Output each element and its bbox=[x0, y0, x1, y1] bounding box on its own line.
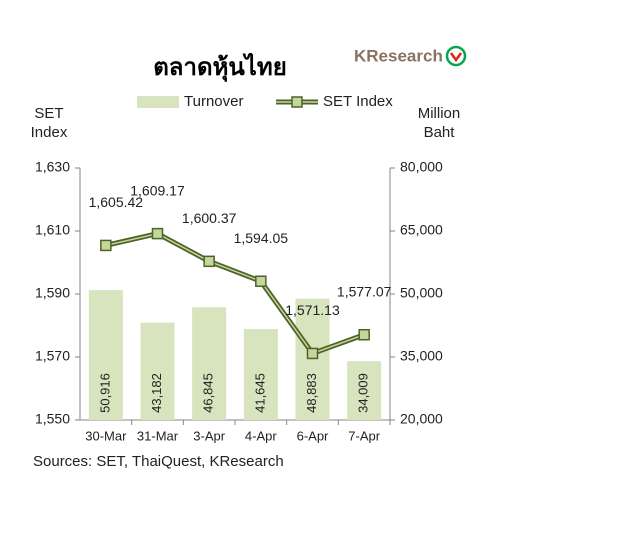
y2-tick-label: 35,000 bbox=[400, 348, 443, 364]
bar bbox=[88, 290, 123, 420]
line-value-label: 1,600.37 bbox=[182, 210, 237, 226]
x-tick-label: 31-Mar bbox=[137, 428, 179, 443]
bar-value-label: 43,182 bbox=[149, 373, 164, 413]
bar-value-label: 50,916 bbox=[97, 373, 112, 413]
chart-title: ตลาดหุ้นไทย bbox=[153, 52, 287, 83]
line-value-label: 1,605.42 bbox=[89, 194, 144, 210]
bar bbox=[192, 307, 227, 420]
legend-swatch bbox=[137, 96, 179, 108]
y-axis-label: SET Index bbox=[30, 105, 68, 141]
bar-value-label: 48,883 bbox=[304, 373, 319, 413]
line-marker bbox=[151, 227, 164, 240]
bar-value-label: 41,645 bbox=[252, 373, 267, 413]
line-value-label: 1,609.17 bbox=[130, 182, 185, 198]
line-value-label: 1,577.07 bbox=[337, 283, 392, 299]
legend-label: Turnover bbox=[184, 93, 243, 110]
bar bbox=[347, 361, 382, 420]
line-marker bbox=[358, 328, 370, 341]
bar bbox=[140, 322, 175, 420]
brand-icon bbox=[445, 45, 467, 67]
y-tick-label: 1,630 bbox=[35, 159, 70, 175]
line-marker bbox=[306, 347, 319, 360]
x-tick-label: 4-Apr bbox=[245, 428, 277, 443]
bar-value-label: 34,009 bbox=[356, 373, 371, 413]
legend-label: SET Index bbox=[323, 93, 393, 110]
y-tick-label: 1,570 bbox=[35, 348, 70, 364]
line-marker bbox=[203, 255, 215, 268]
y2-tick-label: 65,000 bbox=[400, 222, 443, 238]
legend-marker bbox=[291, 96, 303, 108]
brand: KResearch bbox=[354, 46, 443, 65]
y2-tick-label: 20,000 bbox=[400, 411, 443, 427]
bar-value-label: 46,845 bbox=[201, 373, 216, 413]
y-tick-label: 1,610 bbox=[35, 222, 70, 238]
brand-icon-mark bbox=[449, 52, 463, 63]
line-inner bbox=[105, 232, 365, 355]
x-tick-label: 3-Apr bbox=[193, 428, 225, 443]
x-tick-label: 7-Apr bbox=[348, 428, 380, 443]
x-tick-label: 30-Mar bbox=[85, 428, 127, 443]
y2-tick-label: 50,000 bbox=[400, 285, 443, 301]
line-marker bbox=[255, 275, 267, 287]
bar bbox=[295, 298, 330, 420]
y2-axis-label: Million Baht bbox=[417, 105, 461, 141]
y2-tick-label: 80,000 bbox=[400, 159, 443, 175]
line-value-label: 1,571.13 bbox=[285, 302, 340, 318]
bar bbox=[243, 329, 278, 420]
line-value-label: 1,594.05 bbox=[234, 230, 289, 246]
y-tick-label: 1,550 bbox=[35, 411, 70, 427]
source: Sources: SET, ThaiQuest, KResearch bbox=[33, 453, 284, 470]
line-marker bbox=[100, 239, 112, 252]
x-tick-label: 6-Apr bbox=[297, 428, 329, 443]
y-tick-label: 1,590 bbox=[35, 285, 70, 301]
